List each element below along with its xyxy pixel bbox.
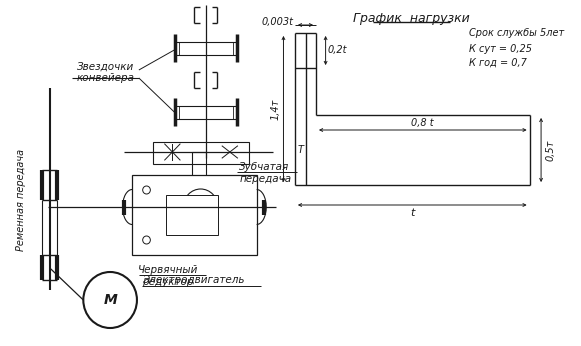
Text: К сут = 0,25: К сут = 0,25 [469, 44, 532, 54]
Text: 0,5т: 0,5т [546, 139, 555, 161]
Text: 0,003t: 0,003t [261, 17, 293, 27]
Text: Т: Т [297, 145, 304, 155]
Text: К год = 0,7: К год = 0,7 [469, 58, 527, 68]
Text: Зубчатая
передача: Зубчатая передача [239, 162, 292, 184]
Bar [175, 106, 237, 118]
Text: Ременная передача: Ременная передача [16, 149, 26, 251]
Bar [166, 195, 218, 235]
Circle shape [143, 236, 150, 244]
Text: t: t [410, 208, 414, 218]
Text: Звездочки
конвейера: Звездочки конвейера [76, 61, 134, 83]
Circle shape [143, 186, 150, 194]
Text: Червячный
редуктор: Червячный редуктор [137, 265, 198, 286]
Bar [132, 175, 257, 255]
Text: Электродвигатель: Электродвигатель [142, 275, 244, 285]
Circle shape [184, 189, 218, 225]
Bar [175, 42, 237, 55]
Text: М: М [103, 293, 117, 307]
Text: 0,2t: 0,2t [328, 46, 347, 55]
Text: График  нагрузки: График нагрузки [353, 12, 470, 25]
Bar [153, 142, 249, 164]
Text: 0,8 t: 0,8 t [411, 118, 434, 128]
Circle shape [83, 272, 137, 328]
Text: 1,4т: 1,4т [271, 98, 281, 120]
Text: Срок службы 5лет: Срок службы 5лет [469, 28, 564, 38]
